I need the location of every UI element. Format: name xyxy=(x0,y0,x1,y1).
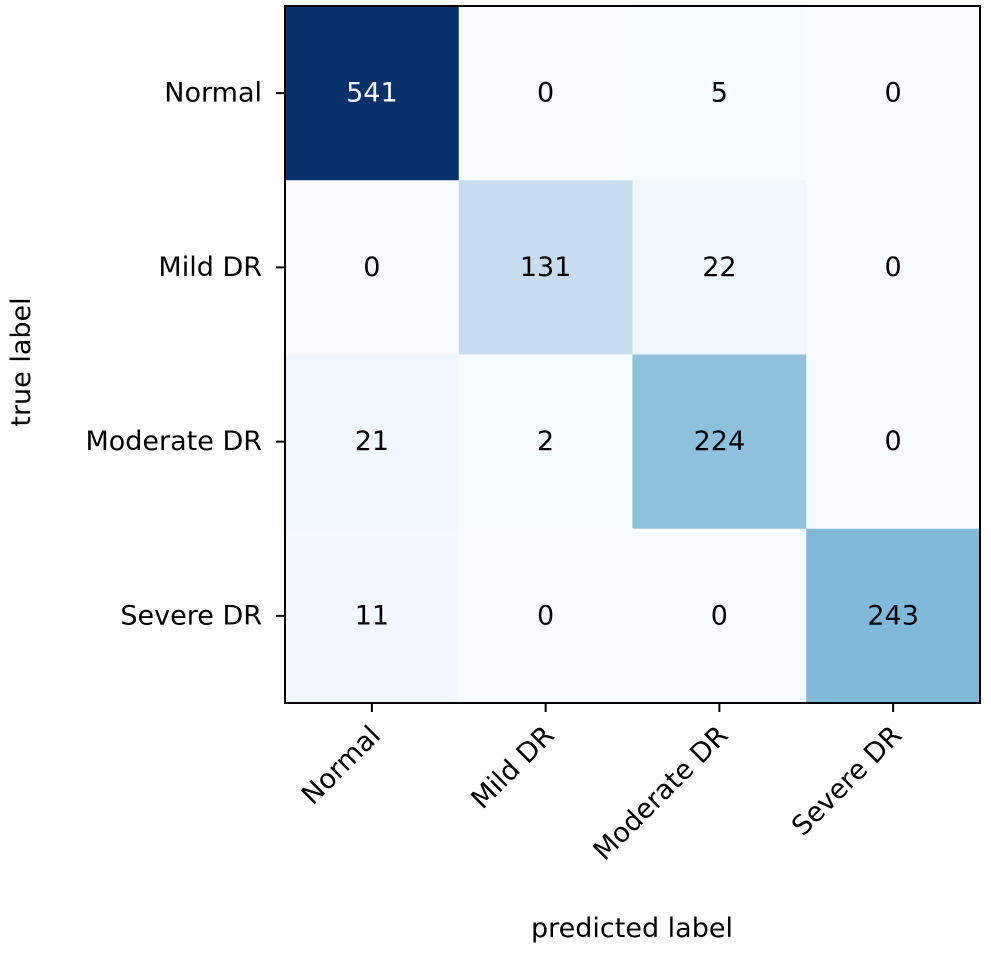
cell-value-r1-c0: 0 xyxy=(363,252,380,283)
x-tick-label: Severe DR xyxy=(786,720,908,842)
x-tick-label: Normal xyxy=(296,720,387,811)
cell-value-r0-c0: 541 xyxy=(346,78,398,109)
x-tick-label: Moderate DR xyxy=(588,720,735,867)
cell-r1-c0 xyxy=(285,180,460,356)
cell-value-r3-c3: 243 xyxy=(867,600,919,631)
cell-value-r2-c3: 0 xyxy=(885,426,902,457)
cell-value-r3-c2: 0 xyxy=(711,600,728,631)
y-tick-label: Normal xyxy=(164,78,262,109)
y-tick-label: Severe DR xyxy=(120,600,262,631)
cell-r2-c3 xyxy=(806,354,981,530)
cell-r2-c2 xyxy=(632,354,807,530)
cell-r3-c3 xyxy=(806,528,981,704)
cell-r3-c0 xyxy=(285,528,460,704)
cell-r2-c1 xyxy=(458,354,634,530)
y-tick-label: Moderate DR xyxy=(85,426,262,457)
cell-r0-c1 xyxy=(458,6,634,181)
cell-value-r1-c2: 22 xyxy=(702,252,736,283)
cell-r0-c0 xyxy=(285,6,460,181)
cell-value-r1-c3: 0 xyxy=(885,252,902,283)
cell-value-r2-c2: 224 xyxy=(694,426,746,457)
cell-r3-c2 xyxy=(632,528,807,704)
y-ticks-layer: Normal Mild DR Moderate DR Severe DR xyxy=(85,78,285,631)
y-axis-label: true label xyxy=(6,297,37,426)
cell-r0-c2 xyxy=(632,6,807,181)
cell-r0-c3 xyxy=(806,6,981,181)
cell-value-r0-c3: 0 xyxy=(885,78,902,109)
cell-value-r3-c0: 11 xyxy=(355,600,389,631)
plot-frame xyxy=(284,5,981,704)
cell-r1-c1 xyxy=(458,180,634,356)
x-ticks-layer: Normal Mild DR Moderate DR Severe DR xyxy=(296,703,908,867)
cell-value-r2-c1: 2 xyxy=(537,426,554,457)
cell-r1-c2 xyxy=(632,180,807,356)
cell-value-r3-c1: 0 xyxy=(537,600,554,631)
cell-labels-layer: 541 0 5 0 0 131 22 0 21 2 224 0 11 0 0 243 xyxy=(346,78,919,632)
cell-value-r0-c2: 5 xyxy=(711,78,728,109)
cell-r1-c3 xyxy=(806,180,981,356)
y-tick-label: Mild DR xyxy=(158,252,262,283)
cell-r2-c0 xyxy=(285,354,460,530)
cell-value-r1-c1: 131 xyxy=(520,252,572,283)
x-axis-label: predicted label xyxy=(531,913,733,944)
x-tick-label: Mild DR xyxy=(465,720,560,815)
cell-value-r0-c1: 0 xyxy=(537,78,554,109)
cell-r3-c1 xyxy=(458,528,634,704)
cell-value-r2-c0: 21 xyxy=(355,426,389,457)
cells-layer xyxy=(285,6,981,704)
